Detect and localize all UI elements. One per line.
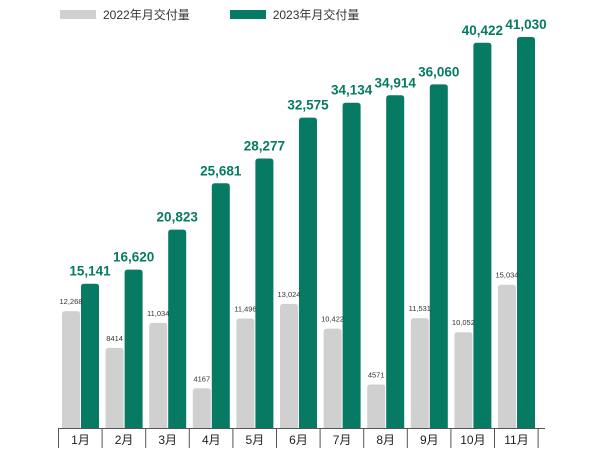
data-label-2023-2: 16,620: [113, 250, 154, 265]
data-label-2022-10: 10,052: [452, 318, 475, 327]
bar-2022-8: [367, 384, 386, 428]
x-tick-label-8: 8月: [376, 433, 395, 447]
data-label-2022-1: 12,268: [60, 297, 83, 306]
x-tick-label-10: 10月: [460, 433, 485, 447]
data-label-2023-5: 28,277: [244, 139, 285, 154]
x-tick-label-7: 7月: [333, 433, 352, 447]
bar-2022-7: [323, 328, 342, 428]
bar-2023-8: [386, 95, 405, 428]
data-label-2022-2: 8414: [106, 334, 123, 343]
data-label-2023-4: 25,681: [200, 163, 242, 178]
bar-2022-9: [410, 318, 429, 428]
data-label-2022-8: 4571: [368, 370, 385, 379]
data-label-2023-6: 32,575: [287, 98, 329, 113]
data-label-2023-7: 34,134: [331, 83, 373, 98]
x-tick-label-4: 4月: [202, 433, 221, 447]
bar-2023-6: [299, 117, 317, 428]
x-tick-label-9: 9月: [420, 433, 439, 447]
bar-2023-2: [124, 269, 143, 428]
data-label-2022-11: 15,034: [496, 271, 519, 280]
data-label-2022-5: 11,496: [234, 304, 256, 313]
bar-2022-5: [236, 318, 255, 428]
data-label-2023-3: 20,823: [157, 210, 199, 225]
x-tick-label-6: 6月: [289, 433, 308, 447]
legend-swatch-2022: [60, 10, 96, 19]
legend: 2022年月交付量 2023年月交付量: [60, 6, 359, 23]
bar-2023-7: [342, 102, 361, 428]
x-tick-label-3: 3月: [158, 433, 177, 447]
data-label-2022-9: 11,531: [409, 304, 431, 313]
data-label-2022-3: 11,034: [147, 309, 169, 318]
bar-2023-11: [517, 37, 535, 428]
bar-2022-3: [149, 322, 168, 428]
data-label-2023-9: 36,060: [418, 64, 459, 79]
bar-2023-9: [429, 84, 448, 428]
bar-2023-1: [81, 283, 99, 428]
data-label-2023-1: 15,141: [69, 264, 111, 279]
bar-2023-4: [211, 183, 230, 428]
bar-2023-3: [168, 229, 187, 428]
bar-2022-10: [454, 332, 473, 428]
bar-2022-6: [280, 303, 298, 428]
bar-2022-4: [192, 388, 211, 428]
legend-label-2022: 2022年月交付量: [103, 8, 190, 22]
bar-2022-2: [105, 347, 124, 428]
bar-2023-5: [255, 158, 274, 429]
bar-2022-1: [62, 311, 80, 428]
bar-2023-10: [473, 42, 492, 428]
legend-item-2022: 2022年月交付量: [60, 6, 190, 23]
data-label-2022-7: 10,422: [321, 315, 344, 324]
x-tick-label-1: 1月: [71, 433, 90, 447]
data-label-2022-6: 13,024: [278, 290, 301, 299]
legend-swatch-2023: [229, 10, 266, 19]
data-label-2023-8: 34,914: [375, 75, 417, 90]
x-tick-label-11: 11月: [504, 433, 528, 447]
x-tick-label-2: 2月: [115, 433, 134, 447]
legend-item-2023: 2023年月交付量: [229, 6, 360, 23]
data-label-2023-11: 41,030: [505, 17, 546, 32]
data-label-2023-10: 40,422: [462, 23, 503, 38]
x-tick-label-5: 5月: [246, 433, 265, 447]
data-label-2022-4: 4167: [193, 374, 210, 383]
legend-label-2023: 2023年月交付量: [272, 8, 360, 22]
bar-2022-11: [498, 284, 516, 428]
